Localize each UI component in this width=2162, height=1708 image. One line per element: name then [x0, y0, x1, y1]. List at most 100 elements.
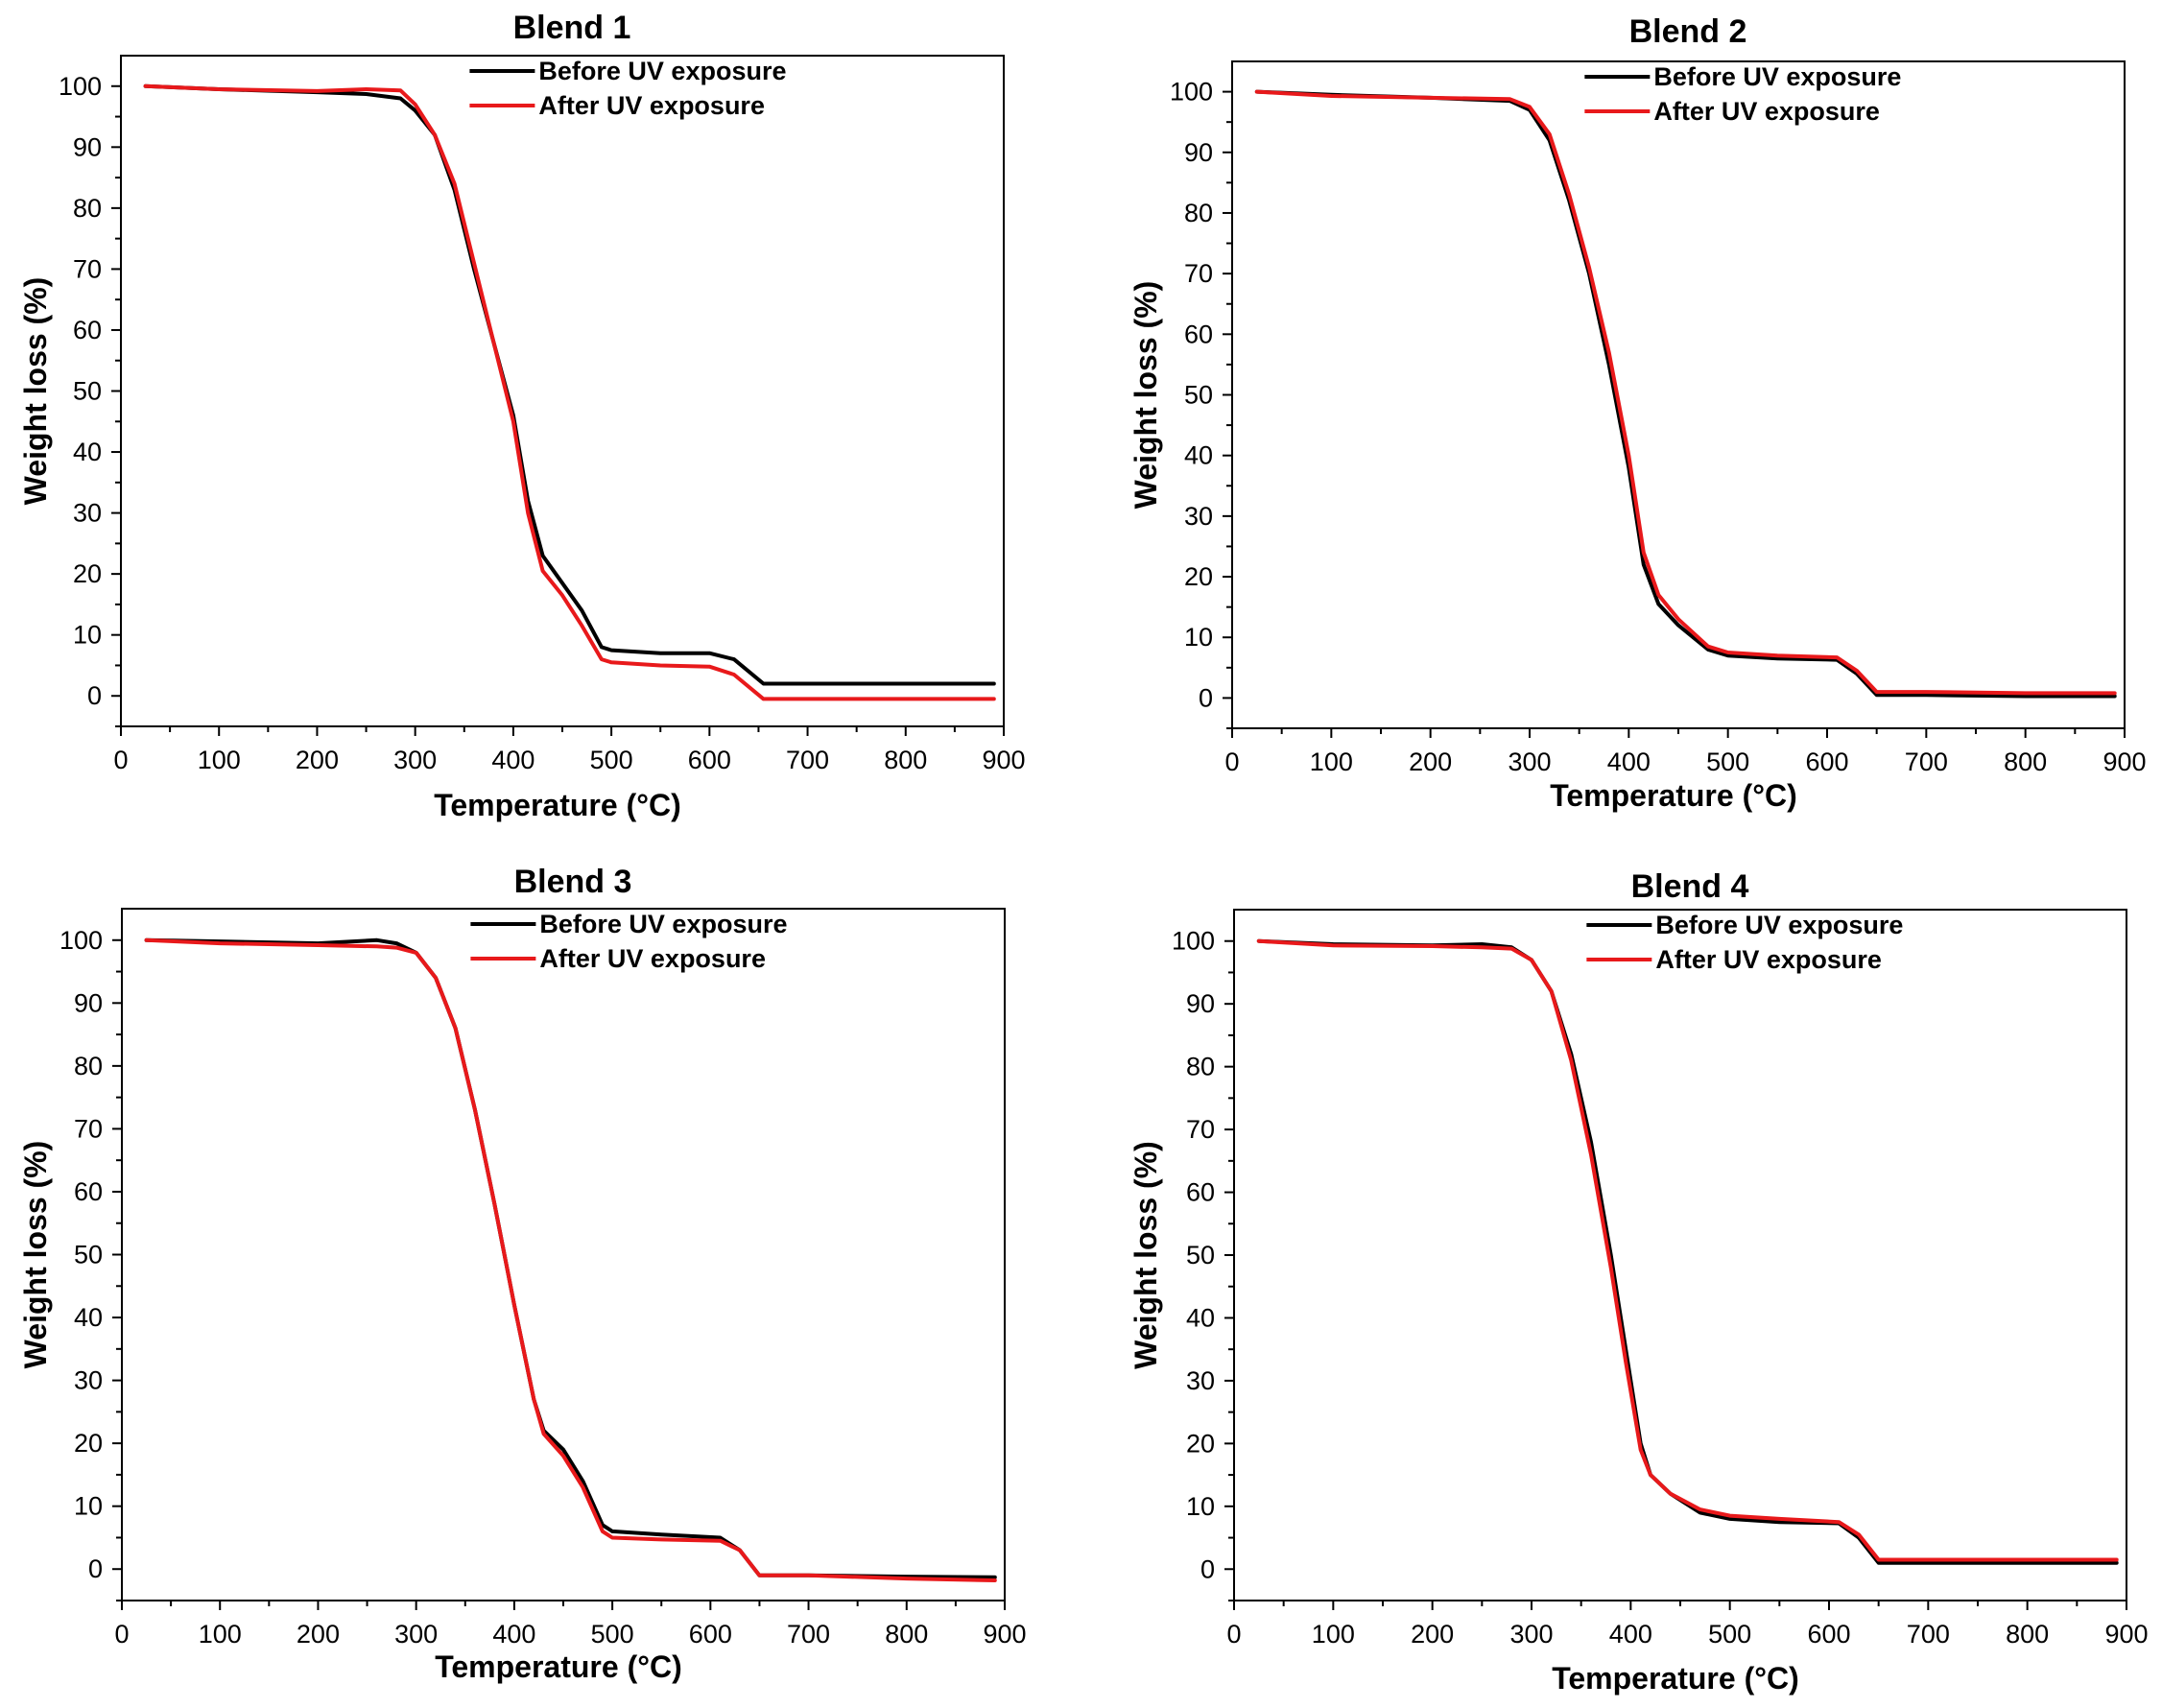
- x-tick-label: 500: [1706, 747, 1749, 776]
- y-tick-label: 0: [1199, 683, 1213, 712]
- y-tick-label: 20: [73, 559, 102, 588]
- y-tick-label: 100: [1170, 78, 1213, 107]
- y-axis-label: Weight loss (%): [1129, 1141, 1163, 1369]
- x-axis-label: Temperature (°C): [1550, 778, 1797, 813]
- chart-panel-2: Blend 2 0 100 200 300 400 500 600 700 800 900 0 10 20…: [1129, 13, 2147, 813]
- x-tick-label: 600: [1805, 747, 1848, 776]
- x-tick-label: 100: [198, 746, 241, 774]
- y-tick-label: 10: [74, 1492, 103, 1521]
- x-tick-label: 300: [1508, 747, 1551, 776]
- y-tick-label: 70: [73, 254, 102, 283]
- y-tick-label: 10: [1186, 1492, 1215, 1521]
- y-tick-label: 30: [73, 499, 102, 528]
- y-tick-label: 80: [73, 194, 102, 223]
- x-tick-label: 200: [297, 1620, 340, 1649]
- chart-panel-4: Blend 4 0 100 200 300 400 500 600 700 800 900 0 10 20…: [1129, 868, 2149, 1696]
- x-tick-label: 0: [113, 746, 128, 774]
- x-tick-label: 800: [884, 746, 927, 774]
- y-tick-label: 10: [73, 621, 102, 650]
- legend-label: After UV exposure: [1655, 945, 1882, 974]
- chart-panel-1: Blend 1 0 100 200 300 400 500 600 700 800 900 0 10 20…: [18, 10, 1026, 822]
- x-tick-label: 800: [2004, 747, 2047, 776]
- y-tick-label: 100: [59, 72, 102, 101]
- x-tick-label: 300: [393, 746, 437, 774]
- y-tick-label: 90: [74, 988, 103, 1017]
- chart-title: Blend 4: [1631, 868, 1749, 905]
- y-tick-label: 40: [1184, 441, 1213, 470]
- y-tick-label: 20: [1184, 562, 1213, 591]
- y-tick-label: 70: [1184, 259, 1213, 288]
- series-line-before-uv: [1254, 89, 2117, 699]
- plot-frame: [121, 908, 1006, 1601]
- y-tick-label: 50: [1184, 381, 1213, 410]
- y-tick-label: 80: [1184, 199, 1213, 227]
- x-tick-label: 900: [983, 1620, 1026, 1649]
- series-line-before-uv: [144, 937, 997, 1579]
- y-axis-label: Weight loss (%): [1129, 281, 1163, 510]
- x-tick-label: 600: [688, 746, 731, 774]
- x-tick-label: 700: [1907, 1620, 1950, 1649]
- x-tick-label: 700: [1905, 747, 1948, 776]
- x-tick-label: 400: [491, 746, 535, 774]
- series-line-before-uv: [1256, 938, 2119, 1565]
- x-tick-label: 700: [786, 746, 829, 774]
- x-tick-label: 0: [1224, 747, 1239, 776]
- y-tick-label: 30: [1184, 502, 1213, 531]
- y-tick-label: 0: [88, 1554, 103, 1583]
- legend-label: After UV exposure: [539, 944, 766, 973]
- x-tick-label: 100: [199, 1620, 242, 1649]
- y-tick-label: 90: [1184, 138, 1213, 167]
- chart-title: Blend 3: [514, 864, 632, 900]
- y-axis-label: Weight loss (%): [18, 1141, 53, 1369]
- x-tick-label: 100: [1312, 1620, 1355, 1649]
- x-tick-label: 200: [1411, 1620, 1454, 1649]
- y-tick-label: 40: [74, 1303, 103, 1332]
- legend-label: Before UV exposure: [1653, 62, 1901, 91]
- x-tick-label: 500: [1708, 1620, 1751, 1649]
- x-axis-label: Temperature (°C): [435, 1649, 682, 1684]
- x-axis-label: Temperature (°C): [434, 788, 681, 822]
- y-tick-label: 60: [1186, 1178, 1215, 1207]
- x-tick-label: 900: [982, 746, 1025, 774]
- y-tick-label: 60: [1184, 320, 1213, 348]
- y-axis-label: Weight loss (%): [18, 277, 53, 506]
- y-tick-label: 30: [1186, 1366, 1215, 1395]
- x-tick-label: 800: [885, 1620, 928, 1649]
- y-tick-label: 0: [1200, 1554, 1215, 1583]
- legend-label: Before UV exposure: [539, 910, 787, 938]
- x-tick-label: 400: [492, 1620, 535, 1649]
- x-tick-label: 600: [1807, 1620, 1850, 1649]
- y-tick-label: 90: [1186, 989, 1215, 1018]
- x-tick-label: 0: [114, 1620, 129, 1649]
- y-tick-label: 90: [73, 132, 102, 161]
- y-tick-label: 0: [87, 681, 102, 710]
- y-tick-label: 100: [59, 926, 103, 955]
- y-tick-label: 20: [1186, 1429, 1215, 1458]
- y-tick-label: 70: [74, 1114, 103, 1143]
- x-tick-label: 400: [1607, 747, 1651, 776]
- legend-label: Before UV exposure: [1655, 911, 1903, 939]
- x-tick-label: 0: [1226, 1620, 1241, 1649]
- x-tick-label: 500: [590, 746, 633, 774]
- series-line-after-uv: [144, 937, 997, 1582]
- x-tick-label: 900: [2104, 1620, 2148, 1649]
- x-tick-label: 500: [591, 1620, 634, 1649]
- y-tick-label: 10: [1184, 623, 1213, 652]
- y-tick-label: 50: [73, 377, 102, 406]
- y-tick-label: 40: [73, 438, 102, 466]
- series-line-after-uv: [143, 83, 996, 701]
- y-tick-label: 40: [1186, 1303, 1215, 1332]
- y-tick-label: 80: [74, 1052, 103, 1080]
- x-axis-label: Temperature (°C): [1552, 1661, 1799, 1696]
- x-tick-label: 400: [1609, 1620, 1652, 1649]
- plot-frame: [120, 55, 1005, 727]
- legend-label: Before UV exposure: [538, 57, 786, 85]
- y-tick-label: 60: [74, 1177, 103, 1206]
- chart-title: Blend 2: [1629, 13, 1747, 50]
- x-tick-label: 200: [1409, 747, 1452, 776]
- legend-label: After UV exposure: [1653, 97, 1880, 126]
- series-line-after-uv: [1256, 938, 2119, 1562]
- series-line-after-uv: [1254, 89, 2117, 696]
- x-tick-label: 700: [787, 1620, 830, 1649]
